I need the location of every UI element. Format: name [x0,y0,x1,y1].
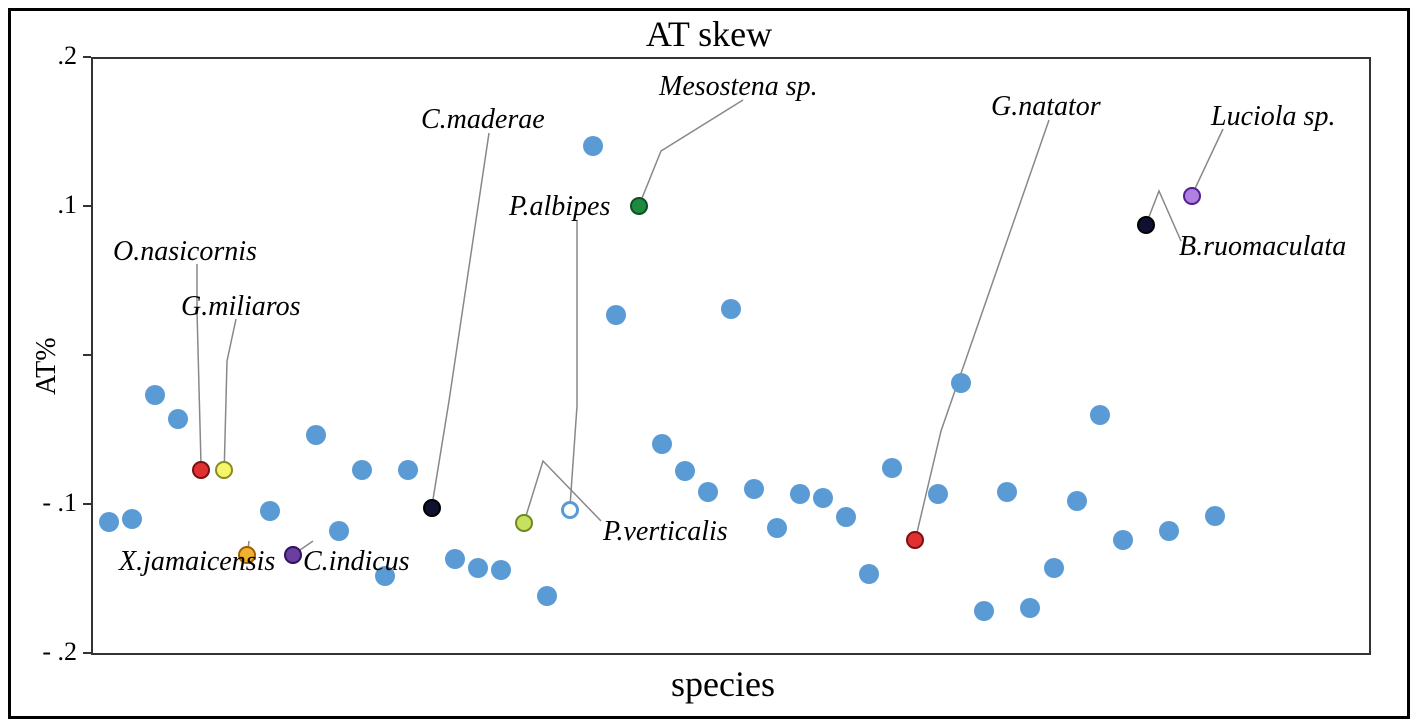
callout-label-x-jamaicensis: X.jamaicensis [119,546,275,578]
data-point [537,586,557,606]
ytick-mark [83,205,91,207]
callout-label-c-maderae: C.maderae [421,104,545,136]
callout-label-b-ruomaculata: B.ruomaculata [1179,231,1346,263]
callout-label-o-nasicornis: O.nasicornis [113,236,257,268]
ytick-label: .2 [21,41,77,71]
point-p-albipes [561,501,579,519]
data-point [698,482,718,502]
data-point [1113,530,1133,550]
ytick-mark [83,56,91,58]
y-axis-line [91,57,93,653]
callout-label-mesostena-sp: Mesostena sp. [659,71,818,103]
callout-label-g-miliaros: G.miliaros [181,291,301,323]
data-point [1090,405,1110,425]
data-point [721,299,741,319]
data-point [767,518,787,538]
data-point [468,558,488,578]
callout-label-c-indicus: C.indicus [303,546,410,578]
callout-label-p-verticalis: P.verticalis [603,516,728,548]
point-c-indicus [284,546,302,564]
data-point [491,560,511,580]
data-point [352,460,372,480]
data-point [1205,506,1225,526]
point-luciola-sp [1183,187,1201,205]
chart-outer-frame: AT skew species AT% .2 .1 - .1 - .2 O.nasico… [8,8,1410,719]
data-point [1044,558,1064,578]
ytick-label: - .2 [21,637,77,667]
point-g-natator [906,531,924,549]
point-mesostena-sp [630,197,648,215]
x-axis-label: species [671,663,775,705]
ytick-mark [83,503,91,505]
data-point [606,305,626,325]
point-b-ruomaculata [1137,216,1155,234]
data-point [122,509,142,529]
data-point [1067,491,1087,511]
data-point [744,479,764,499]
data-point [99,512,119,532]
data-point [790,484,810,504]
ytick-mark [83,652,91,654]
chart-title: AT skew [11,13,1407,55]
ytick-label: .1 [21,190,77,220]
plot-area [91,57,1371,653]
data-point [445,549,465,569]
point-g-miliaros [215,461,233,479]
callout-label-luciola-sp: Luciola sp. [1211,101,1335,133]
ytick-mark [83,354,91,356]
point-c-maderae [423,499,441,517]
y-axis-label: AT% [31,337,63,395]
data-point [1159,521,1179,541]
data-point [928,484,948,504]
callout-label-p-albipes: P.albipes [509,191,610,223]
x-axis-line [91,653,1371,655]
ytick-label: - .1 [21,488,77,518]
point-o-nasicornis [192,461,210,479]
callout-label-g-natator: G.natator [991,91,1101,123]
point-p-verticalis [515,514,533,532]
